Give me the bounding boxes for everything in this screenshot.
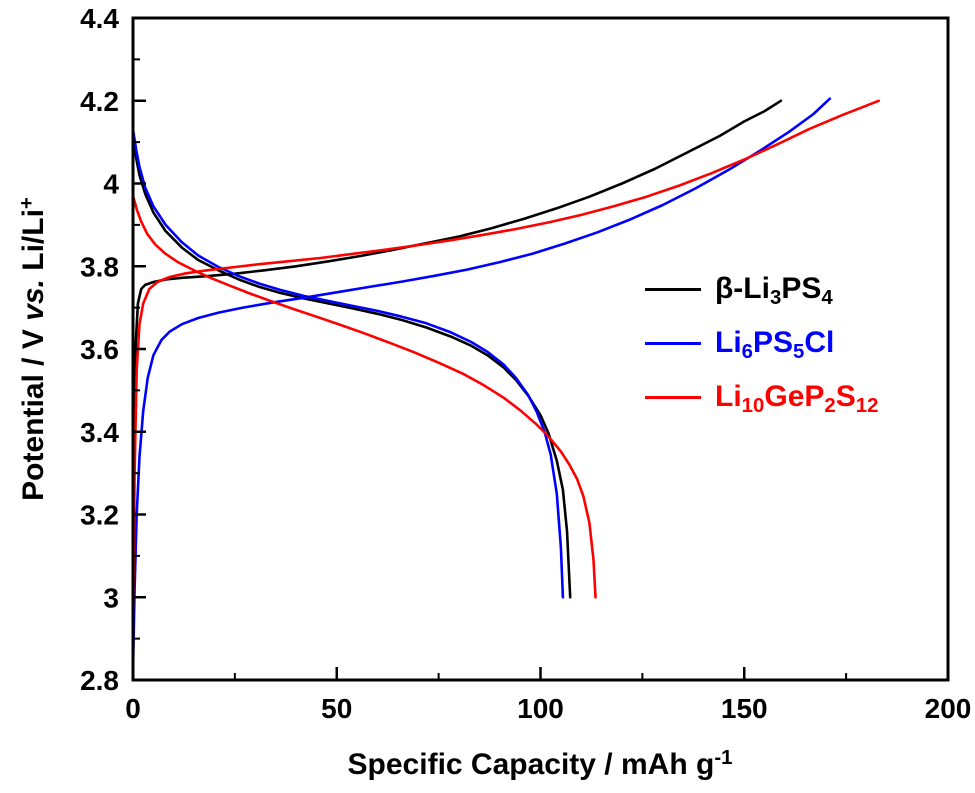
- x-tick-label: 150: [721, 693, 768, 724]
- legend-label-li10gep2s12: Li10GeP2S12: [715, 380, 879, 417]
- legend-item-beta-li3ps4: β-Li3PS4: [645, 272, 878, 309]
- x-tick-label: 200: [925, 693, 972, 724]
- y-tick-label: 2.8: [80, 665, 119, 696]
- series-li6ps5cl-charge: [131, 97, 832, 673]
- y-tick-label: 3.8: [80, 251, 119, 282]
- series-beta-li3ps4-charge: [131, 99, 783, 673]
- legend-line-swatch-black: [645, 287, 701, 291]
- series-beta-li3ps4-discharge: [131, 136, 572, 599]
- legend: β-Li3PS4 Li6PS5Cl Li10GeP2S12: [645, 272, 878, 434]
- x-tick-label: 100: [517, 693, 564, 724]
- y-tick-label: 4: [103, 169, 119, 200]
- x-axis-ticks: 0 50 100 150 200: [125, 667, 971, 724]
- x-tick-label: 50: [321, 693, 352, 724]
- y-tick-label: 3.4: [80, 417, 119, 448]
- legend-line-swatch-red: [645, 395, 701, 399]
- y-axis-ticks: 2.8 3 3.2 3.4 3.6 3.8 4 4.2 4.4: [80, 3, 146, 696]
- x-tick-label: 0: [125, 693, 141, 724]
- legend-item-li6ps5cl: Li6PS5Cl: [645, 326, 878, 363]
- series-li10gep2s12-discharge: [131, 194, 597, 599]
- legend-label-beta-li3ps4: β-Li3PS4: [715, 272, 833, 309]
- y-axis-title: Potential / V vs. Li/Li+: [15, 197, 50, 501]
- series-li10gep2s12-charge: [131, 99, 880, 640]
- y-tick-label: 4.2: [80, 86, 119, 117]
- legend-label-li6ps5cl: Li6PS5Cl: [715, 326, 835, 363]
- y-tick-label: 4.4: [80, 3, 119, 34]
- legend-line-swatch-blue: [645, 341, 701, 345]
- y-tick-label: 3.6: [80, 334, 119, 365]
- y-tick-label: 3: [103, 582, 119, 613]
- series-li6ps5cl-discharge: [131, 128, 565, 599]
- y-tick-label: 3.2: [80, 500, 119, 531]
- x-axis-title: Specific Capacity / mAh g-1: [347, 746, 733, 781]
- legend-item-li10gep2s12: Li10GeP2S12: [645, 380, 879, 417]
